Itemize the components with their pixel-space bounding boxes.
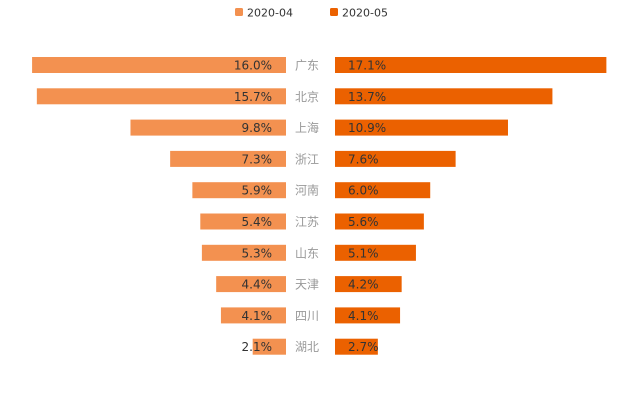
value-label-2020-04-row-5: 5.4% bbox=[242, 215, 273, 229]
category-label-row-1: 北京 bbox=[295, 90, 319, 104]
value-label-2020-05-row-6: 5.1% bbox=[348, 246, 379, 260]
bar-2020-05-row-8[interactable] bbox=[335, 307, 401, 324]
value-label-2020-04-row-2: 9.8% bbox=[242, 121, 273, 135]
bar-2020-04-row-5[interactable] bbox=[200, 213, 286, 230]
bar-2020-04-row-6[interactable] bbox=[201, 244, 286, 261]
bar-2020-05-row-3[interactable] bbox=[335, 150, 456, 167]
legend-item-2020-05[interactable]: 2020-05 bbox=[330, 7, 388, 20]
bar-2020-04-row-7[interactable] bbox=[216, 276, 286, 293]
value-label-2020-05-row-4: 6.0% bbox=[348, 184, 379, 198]
bar-2020-05-row-2[interactable] bbox=[335, 119, 508, 136]
bar-2020-04-row-2[interactable] bbox=[130, 119, 286, 136]
value-label-2020-04-row-3: 7.3% bbox=[242, 152, 273, 166]
value-label-2020-04-row-9: 2.1% bbox=[242, 340, 273, 354]
bar-2020-04-row-0[interactable] bbox=[32, 57, 286, 73]
bar-2020-05-row-7[interactable] bbox=[335, 276, 402, 293]
bar-2020-04-row-1[interactable] bbox=[36, 88, 286, 105]
legend-swatch-2020-04 bbox=[235, 8, 243, 16]
legend: 2020-04 2020-05 bbox=[235, 7, 388, 20]
bar-2020-05-row-4[interactable] bbox=[335, 182, 431, 199]
bar-2020-04-row-4[interactable] bbox=[192, 182, 286, 199]
category-label-row-0: 广东 bbox=[295, 59, 319, 73]
category-label-row-3: 浙江 bbox=[295, 152, 319, 166]
category-label-row-7: 天津 bbox=[295, 278, 319, 292]
bar-2020-05-row-6[interactable] bbox=[335, 244, 416, 261]
value-label-2020-05-row-3: 7.6% bbox=[348, 152, 379, 166]
category-label-row-9: 湖北 bbox=[295, 339, 319, 354]
legend-label-2020-05: 2020-05 bbox=[342, 7, 388, 20]
value-label-2020-05-row-5: 5.6% bbox=[348, 215, 379, 229]
value-label-2020-05-row-7: 4.2% bbox=[348, 278, 379, 292]
value-label-2020-05-row-1: 13.7% bbox=[348, 90, 386, 104]
value-label-2020-04-row-7: 4.4% bbox=[242, 278, 273, 292]
bar-2020-05-row-9[interactable] bbox=[335, 338, 378, 355]
category-label-row-5: 江苏 bbox=[295, 215, 319, 229]
category-label-row-2: 上海 bbox=[295, 120, 319, 135]
value-label-2020-04-row-1: 15.7% bbox=[234, 90, 272, 104]
value-label-2020-04-row-6: 5.3% bbox=[242, 246, 273, 260]
bar-2020-05-row-1[interactable] bbox=[335, 88, 553, 105]
bars-layer bbox=[32, 57, 607, 355]
value-label-2020-04-row-8: 4.1% bbox=[242, 309, 273, 323]
bar-2020-05-row-0[interactable] bbox=[335, 57, 607, 73]
bar-2020-04-row-9[interactable] bbox=[252, 338, 286, 355]
value-label-2020-04-row-0: 16.0% bbox=[234, 59, 272, 73]
legend-label-2020-04: 2020-04 bbox=[247, 7, 293, 20]
value-label-2020-05-row-9: 2.7% bbox=[348, 340, 379, 354]
category-label-row-6: 山东 bbox=[295, 246, 319, 260]
category-label-row-4: 河南 bbox=[295, 183, 319, 198]
bar-2020-05-row-5[interactable] bbox=[335, 213, 424, 230]
legend-item-2020-04[interactable]: 2020-04 bbox=[235, 7, 293, 20]
category-label-row-8: 四川 bbox=[295, 309, 319, 323]
bar-2020-04-row-8[interactable] bbox=[220, 307, 286, 324]
legend-swatch-2020-05 bbox=[330, 8, 338, 16]
value-label-2020-05-row-2: 10.9% bbox=[348, 121, 386, 135]
value-label-2020-05-row-8: 4.1% bbox=[348, 309, 379, 323]
value-label-2020-04-row-4: 5.9% bbox=[242, 184, 273, 198]
bar-2020-04-row-3[interactable] bbox=[170, 150, 286, 167]
labels-layer: 16.0% 广东 17.1% 15.7% 北京 13.7% 9.8% 上海 10.9% 7.3% 浙… bbox=[234, 59, 386, 355]
value-label-2020-05-row-0: 17.1% bbox=[348, 59, 386, 73]
